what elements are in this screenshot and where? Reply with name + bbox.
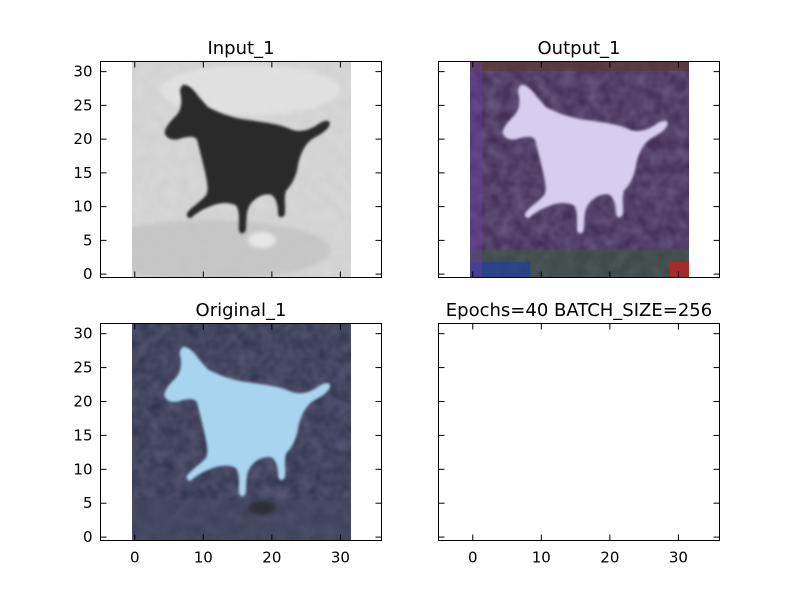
- panel-output: Output_1: [438, 38, 720, 278]
- x-tick-label: 30: [331, 549, 350, 567]
- output-image: [470, 61, 689, 277]
- panel-input-title: Input_1: [207, 38, 274, 59]
- y-tick-label: 20: [73, 392, 92, 410]
- y-tick-label: 0: [83, 528, 93, 546]
- y-tick-label: 5: [83, 231, 93, 249]
- y-tick-label: 5: [83, 494, 93, 512]
- y-tick-label: 20: [73, 130, 92, 148]
- x-tick-label: 0: [130, 549, 140, 567]
- panel-output-ticks: [438, 61, 720, 278]
- y-tick-label: 0: [83, 265, 93, 283]
- y-tick-label: 15: [73, 426, 92, 444]
- panel-input-ticks: 0 5 10 15 20 25 30: [73, 61, 382, 283]
- panel-original-title: Original_1: [196, 300, 287, 321]
- x-tick-label: 30: [669, 549, 688, 567]
- panel-output-frame: [438, 61, 720, 278]
- panel-params-area: [438, 323, 720, 541]
- x-tick-label: 10: [532, 549, 551, 567]
- y-tick-label: 10: [73, 198, 92, 216]
- panel-output-title: Output_1: [538, 38, 621, 59]
- panel-input: Input_1 0 5 10 15 20 25 30: [73, 38, 382, 283]
- panel-params-frame: [438, 323, 720, 541]
- panel-original: Original_1 0 5 10 15 20 25 30 0 10 20 30: [73, 300, 382, 567]
- y-tick-label: 30: [73, 325, 92, 343]
- y-tick-label: 25: [73, 359, 92, 377]
- y-tick-label: 25: [73, 96, 92, 114]
- x-tick-label: 20: [600, 549, 619, 567]
- panel-input-frame: [100, 61, 382, 278]
- panel-params-title: Epochs=40 BATCH_SIZE=256: [446, 300, 712, 321]
- input-image: [132, 61, 351, 277]
- y-tick-label: 10: [73, 460, 92, 478]
- original-image: [132, 323, 351, 540]
- x-tick-label: 0: [468, 549, 478, 567]
- panel-params-ticks: 0 10 20 30: [438, 323, 720, 567]
- y-tick-label: 30: [73, 63, 92, 81]
- x-tick-label: 20: [262, 549, 281, 567]
- x-tick-label: 10: [194, 549, 213, 567]
- panel-params: Epochs=40 BATCH_SIZE=256 0 10 20 30: [438, 300, 720, 567]
- y-tick-label: 15: [73, 164, 92, 182]
- panel-original-frame: [100, 323, 382, 541]
- panel-original-ticks: 0 5 10 15 20 25 30 0 10 20 30: [73, 323, 382, 567]
